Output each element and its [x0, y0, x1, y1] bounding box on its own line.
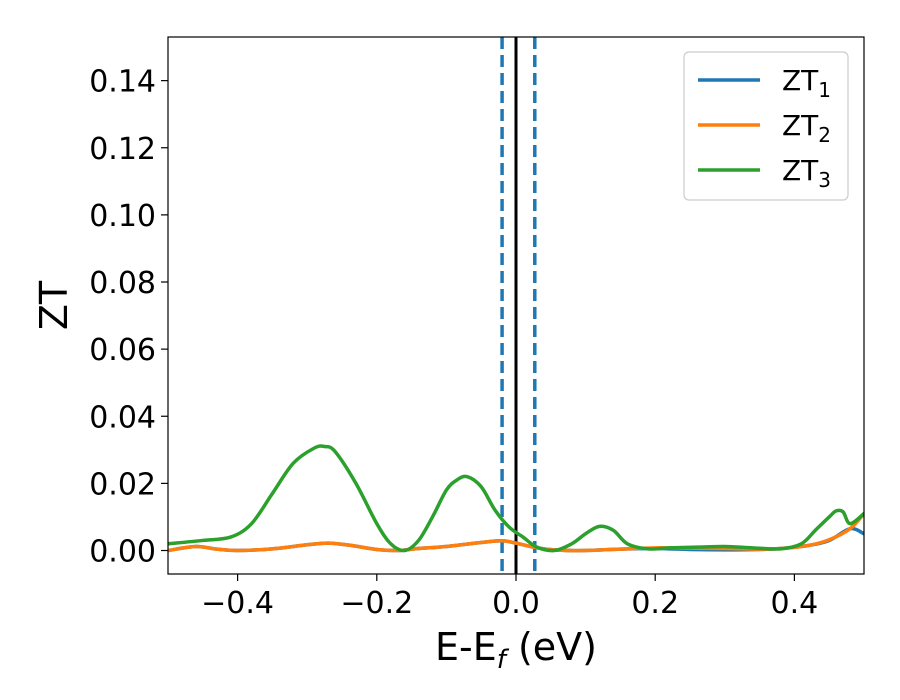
reference-lines	[500, 37, 537, 574]
y-tick-label: 0.06	[89, 333, 156, 368]
legend-label-2: ZT2	[782, 109, 831, 147]
x-tick-label: 0.4	[771, 586, 819, 621]
y-tick-label: 0.12	[89, 132, 156, 167]
series-lines	[168, 444, 864, 553]
y-tick-label: 0.04	[89, 400, 156, 435]
x-axis: −0.4 −0.2 0.0 0.2 0.4	[201, 574, 818, 621]
legend-box	[683, 51, 849, 201]
x-tick-label: 0.2	[631, 586, 679, 621]
y-tick-label: 0.08	[89, 266, 156, 301]
series-line-3	[168, 444, 864, 553]
y-tick-label: 0.02	[89, 467, 156, 502]
x-axis-title-unit: (eV)	[506, 625, 597, 669]
y-axis-title: ZT	[32, 280, 76, 330]
x-axis-title: E-Ef (eV)	[435, 625, 597, 675]
x-tick-label: −0.2	[340, 586, 413, 621]
x-tick-label: −0.4	[201, 586, 274, 621]
legend-label-1: ZT1	[782, 64, 831, 102]
y-tick-label: 0.10	[89, 199, 156, 234]
y-tick-label: 0.00	[89, 535, 156, 570]
x-tick-label: 0.0	[492, 586, 540, 621]
legend: ZT1 ZT2 ZT3	[683, 51, 849, 201]
y-tick-label: 0.14	[89, 65, 156, 100]
y-axis: 0.00 0.02 0.04 0.06 0.08 0.10 0.12 0.14	[89, 65, 168, 570]
x-axis-title-main: E-E	[435, 625, 497, 669]
legend-label-3: ZT3	[782, 154, 831, 192]
